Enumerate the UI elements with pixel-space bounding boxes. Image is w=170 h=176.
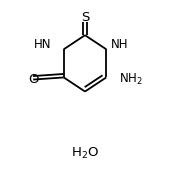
Text: S: S <box>81 11 89 24</box>
Text: HN: HN <box>33 38 51 51</box>
Text: NH: NH <box>110 38 128 51</box>
Text: H$_2$O: H$_2$O <box>71 146 99 161</box>
Text: O: O <box>28 73 38 86</box>
Text: NH$_2$: NH$_2$ <box>119 72 143 87</box>
